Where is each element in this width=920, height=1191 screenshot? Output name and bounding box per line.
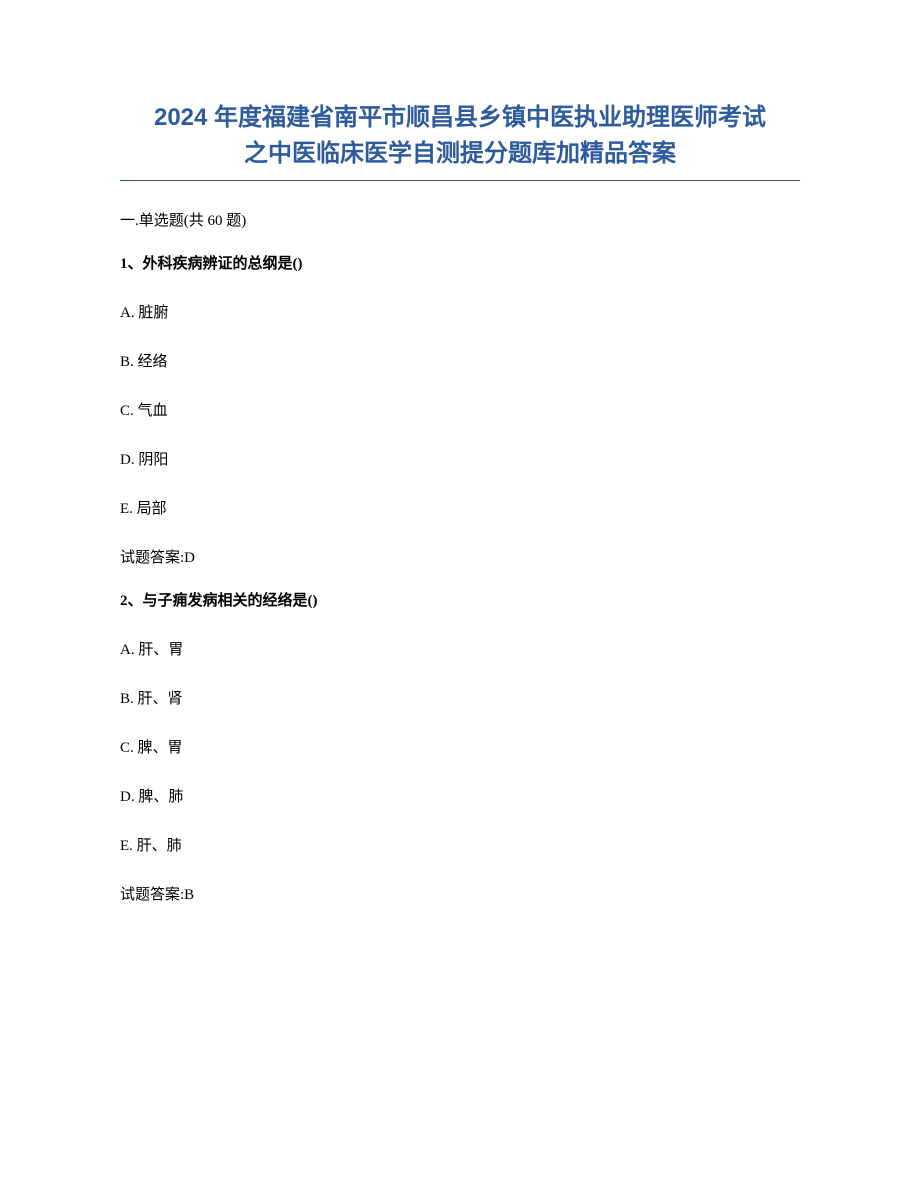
answer-label: 试题答案: (120, 887, 184, 903)
question-1-option-b: B. 经络 (120, 350, 800, 371)
section-header: 一.单选题(共 60 题) (120, 209, 800, 230)
title-line-1: 2024 年度福建省南平市顺昌县乡镇中医执业助理医师考试 (120, 100, 800, 136)
answer-value: B (184, 887, 194, 903)
question-2-answer: 试题答案:B (120, 883, 800, 904)
answer-label: 试题答案: (120, 550, 184, 566)
question-2-text: 与子痈发病相关的经络是() (143, 593, 318, 609)
answer-value: D (184, 550, 195, 566)
question-1-option-d: D. 阴阳 (120, 448, 800, 469)
question-2-stem: 2、与子痈发病相关的经络是() (120, 589, 800, 610)
question-2-option-a: A. 肝、胃 (120, 638, 800, 659)
question-1-stem: 1、外科疾病辨证的总纲是() (120, 252, 800, 273)
question-1-option-a: A. 脏腑 (120, 301, 800, 322)
question-2-option-c: C. 脾、胃 (120, 736, 800, 757)
document-title-block: 2024 年度福建省南平市顺昌县乡镇中医执业助理医师考试 之中医临床医学自测提分… (120, 100, 800, 172)
title-underline (120, 180, 800, 181)
question-1-option-c: C. 气血 (120, 399, 800, 420)
question-2-option-b: B. 肝、肾 (120, 687, 800, 708)
question-1-option-e: E. 局部 (120, 497, 800, 518)
question-2-block: 2、与子痈发病相关的经络是() A. 肝、胃 B. 肝、肾 C. 脾、胃 D. … (120, 589, 800, 904)
question-2-option-d: D. 脾、肺 (120, 785, 800, 806)
question-1-text: 外科疾病辨证的总纲是() (143, 256, 303, 272)
question-1-block: 1、外科疾病辨证的总纲是() A. 脏腑 B. 经络 C. 气血 D. 阴阳 E… (120, 252, 800, 567)
question-1-number: 1、 (120, 256, 143, 272)
question-2-number: 2、 (120, 593, 143, 609)
question-2-option-e: E. 肝、肺 (120, 834, 800, 855)
question-1-answer: 试题答案:D (120, 546, 800, 567)
title-line-2: 之中医临床医学自测提分题库加精品答案 (120, 136, 800, 172)
